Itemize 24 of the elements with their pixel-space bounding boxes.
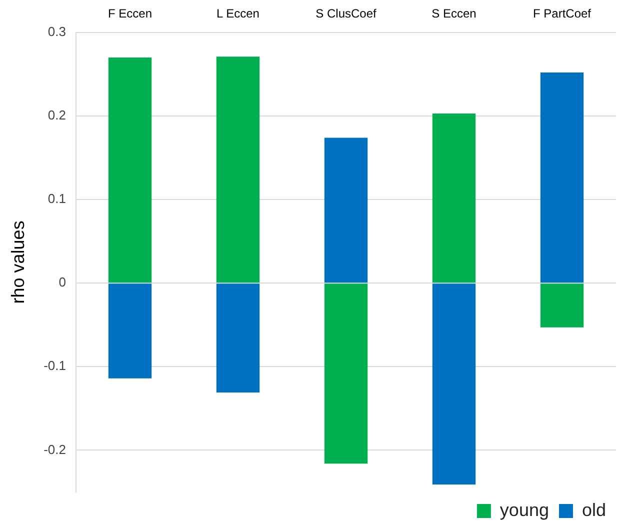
legend-label: young: [500, 500, 549, 520]
y-tick-label: 0.3: [48, 24, 66, 39]
y-tick-label: -0.2: [44, 442, 66, 457]
x-tick-label: S ClusCoef: [316, 6, 378, 21]
bar: [216, 56, 260, 283]
x-tick-label: L Eccen: [216, 6, 260, 21]
x-tick-label: F PartCoef: [532, 6, 592, 21]
x-tick-label: S Eccen: [432, 6, 476, 21]
x-tick-label: F Eccen: [108, 6, 152, 21]
bar: [432, 284, 476, 484]
y-tick-label: 0.2: [48, 108, 66, 123]
bar: [540, 72, 584, 283]
y-axis-title: rho values: [8, 220, 28, 304]
y-tick-label: 0: [58, 274, 66, 290]
legend-label: old: [582, 500, 606, 520]
bar: [324, 284, 368, 464]
bar: [216, 284, 260, 393]
y-tick-label: 0.1: [48, 191, 66, 206]
bar: [108, 57, 152, 283]
bar: [540, 284, 584, 328]
bar: [432, 113, 476, 283]
bar: [108, 284, 152, 378]
y-tick-label: -0.1: [44, 358, 66, 374]
bar: [324, 138, 368, 283]
